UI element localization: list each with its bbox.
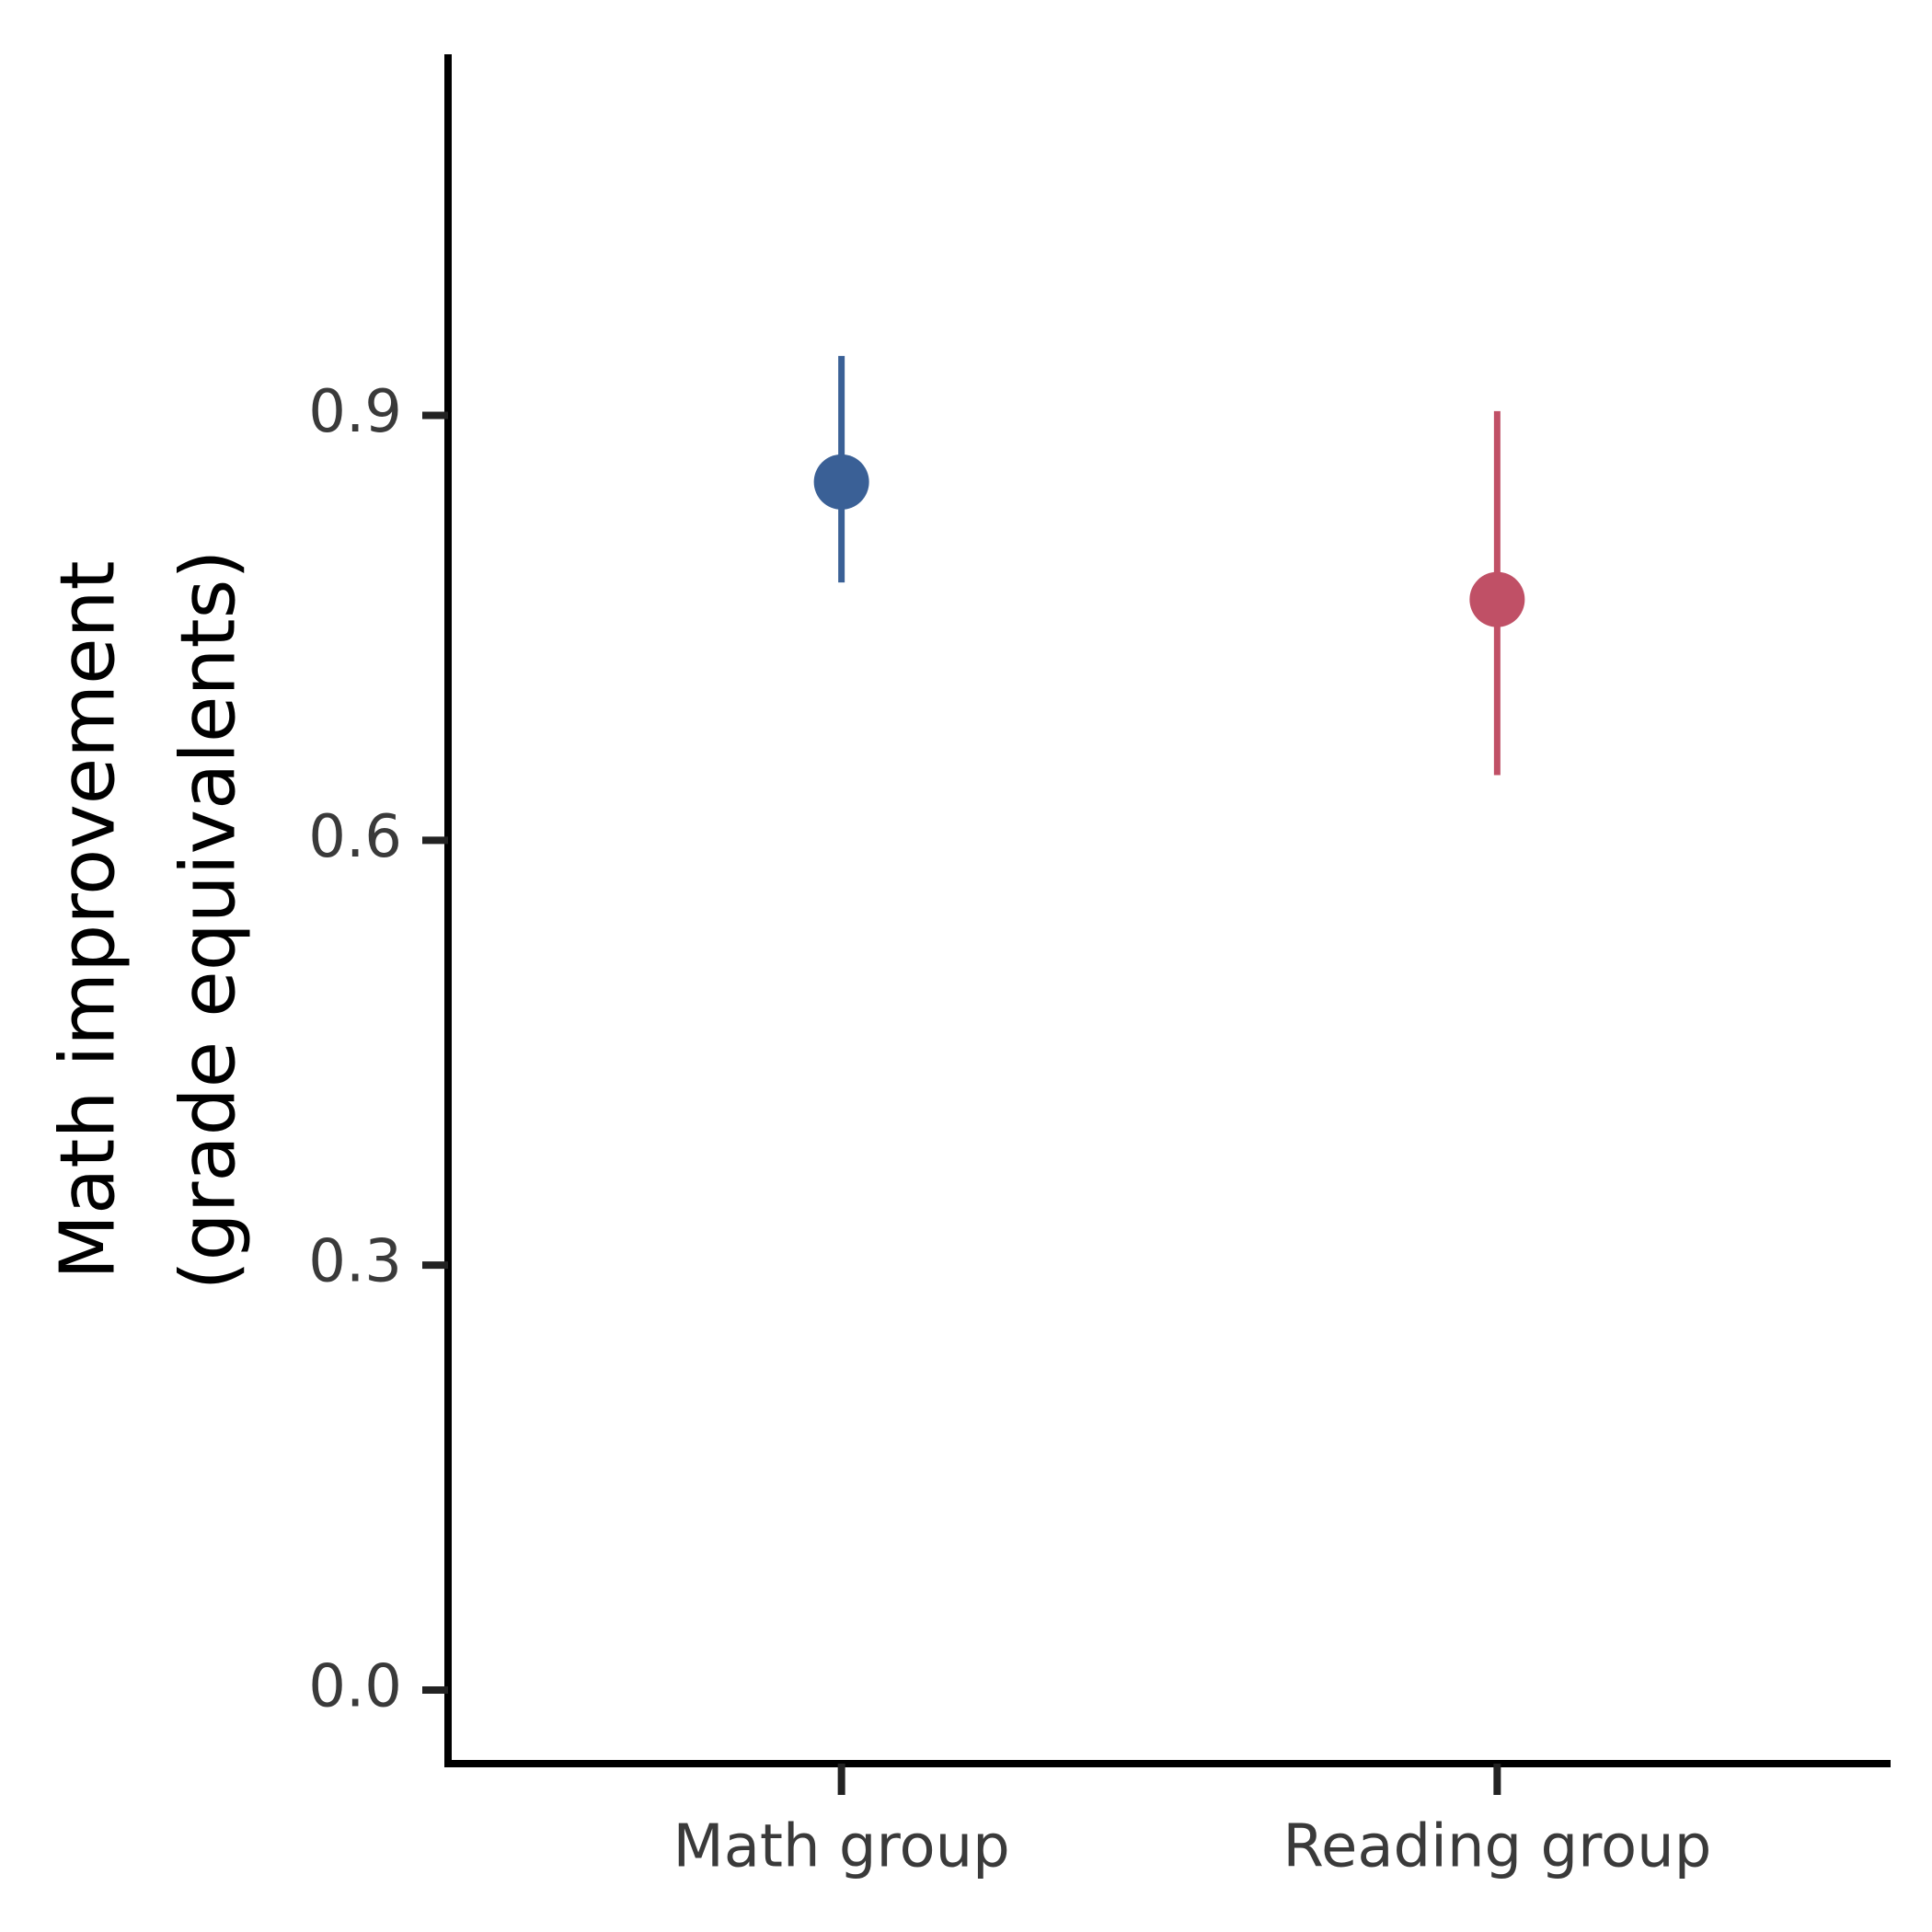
point: [1469, 571, 1525, 627]
y-axis-title-line: Math improvement: [44, 560, 132, 1279]
y-tick-label: 0.3: [308, 1228, 402, 1296]
point: [813, 454, 869, 510]
y-axis-title-line: (grade equivalents): [165, 550, 252, 1291]
y-tick-label: 0.9: [308, 378, 402, 446]
y-tick-label: 0.0: [308, 1653, 402, 1721]
y-axis-title: (grade equivalents): [165, 550, 252, 1291]
x-tick-label: Math group: [673, 1813, 1009, 1881]
y-axis-title: Math improvement: [44, 560, 132, 1279]
x-tick-label: Reading group: [1282, 1813, 1711, 1881]
y-tick-label: 0.6: [308, 803, 402, 871]
